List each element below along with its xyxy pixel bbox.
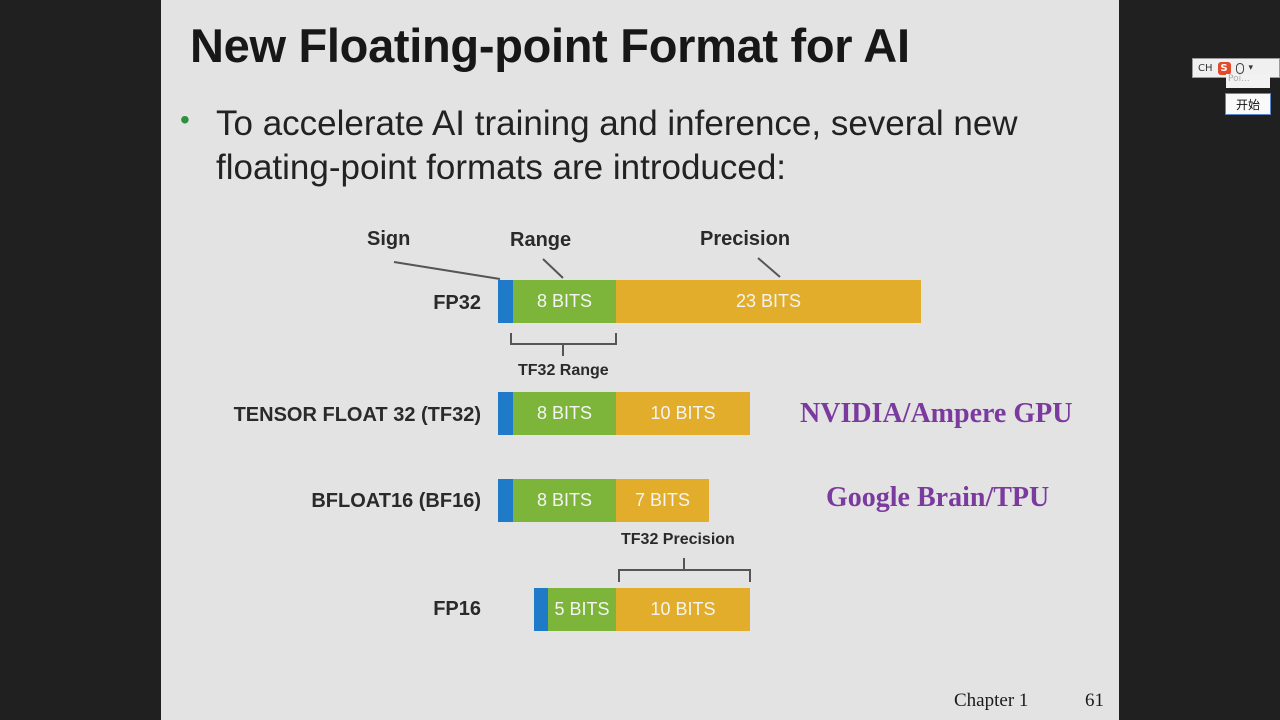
slide-title: New Floating-point Format for AI xyxy=(190,19,910,72)
tf32-mantissa-bits: 10 BITS xyxy=(616,392,750,435)
presentation-slide: New Floating-point Format for AI • To ac… xyxy=(161,0,1119,720)
fp32-sign-bit xyxy=(498,280,513,323)
format-label-fp32: FP32 xyxy=(433,292,481,314)
bullet-marker: • xyxy=(180,104,190,135)
fp16-mantissa-bits: 10 BITS xyxy=(616,588,750,631)
ime-language-indicator[interactable]: CH xyxy=(1198,62,1213,74)
nvidia-ampere-note: NVIDIA/Ampere GPU xyxy=(800,398,1073,429)
google-brain-tpu-note: Google Brain/TPU xyxy=(826,482,1050,513)
format-label-tf32: TENSOR FLOAT 32 (TF32) xyxy=(233,404,481,426)
bullet-text: To accelerate AI training and inference,… xyxy=(216,104,1018,187)
ime-logo-icon[interactable]: S xyxy=(1217,61,1231,75)
tf32-precision-caption: TF32 Precision xyxy=(621,531,735,548)
footer-page-number: 61 xyxy=(1085,690,1104,711)
ime-toolbar[interactable]: CH S ▾ xyxy=(1192,58,1280,78)
tf32-range-caption: TF32 Range xyxy=(518,362,609,379)
range-pointer-line xyxy=(542,258,564,279)
precision-pointer-line xyxy=(757,257,781,278)
fp32-mantissa-bits: 23 BITS xyxy=(616,280,921,323)
fp16-exponent-bits: 5 BITS xyxy=(548,588,616,631)
format-label-bf16: BFLOAT16 (BF16) xyxy=(311,490,481,512)
footer-chapter: Chapter 1 xyxy=(954,690,1029,711)
sign-pointer-line xyxy=(393,261,501,280)
fp16-sign-bit xyxy=(534,588,548,631)
bf16-mantissa-bits: 7 BITS xyxy=(616,479,709,522)
tf32-precision-bracket xyxy=(618,558,751,582)
bf16-exponent-bits: 8 BITS xyxy=(513,479,616,522)
diagram-connector-lines xyxy=(393,257,781,582)
format-label-fp16: FP16 xyxy=(433,598,481,620)
sign-label: Sign xyxy=(367,228,411,250)
precision-label: Precision xyxy=(700,228,791,250)
tf32-exponent-bits: 8 BITS xyxy=(513,392,616,435)
bf16-sign-bit xyxy=(498,479,513,522)
fp32-exponent-bits: 8 BITS xyxy=(513,280,616,323)
tf32-range-bracket xyxy=(510,333,617,356)
microphone-icon[interactable] xyxy=(1235,62,1244,74)
ime-tooltip: Poi... xyxy=(1226,74,1270,88)
range-label: Range xyxy=(510,229,572,251)
chevron-down-icon[interactable]: ▾ xyxy=(1248,63,1254,73)
start-button[interactable]: 开始 xyxy=(1225,93,1271,115)
tf32-sign-bit xyxy=(498,392,513,435)
